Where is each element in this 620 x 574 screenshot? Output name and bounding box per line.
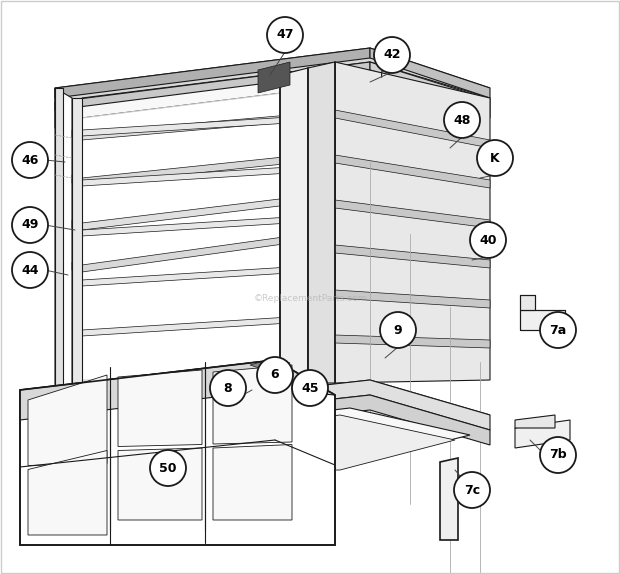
Polygon shape [55,380,490,450]
Polygon shape [213,365,292,444]
Polygon shape [515,420,570,448]
Polygon shape [55,380,490,430]
Polygon shape [250,358,290,370]
Text: 9: 9 [394,324,402,336]
Polygon shape [335,62,490,383]
Polygon shape [335,110,490,148]
Circle shape [12,207,48,243]
Circle shape [292,370,328,406]
Polygon shape [55,62,370,110]
Polygon shape [213,444,292,520]
Polygon shape [55,48,370,98]
Polygon shape [520,310,565,330]
Polygon shape [335,155,490,188]
Polygon shape [82,112,370,136]
Circle shape [454,472,490,508]
Polygon shape [55,395,490,445]
Text: 45: 45 [301,382,319,394]
Text: ©ReplacementParts.com: ©ReplacementParts.com [254,294,366,303]
Circle shape [444,102,480,138]
Polygon shape [72,225,370,272]
Polygon shape [335,245,490,268]
Polygon shape [82,62,490,118]
Polygon shape [20,360,335,420]
Text: 8: 8 [224,382,232,394]
Circle shape [477,140,513,176]
Polygon shape [335,290,490,308]
Polygon shape [82,212,370,236]
Polygon shape [82,262,370,286]
Circle shape [540,312,576,348]
Text: 6: 6 [271,369,280,382]
Polygon shape [55,88,72,415]
Polygon shape [55,88,63,415]
Text: 7a: 7a [549,324,567,336]
Polygon shape [258,62,290,93]
Polygon shape [82,82,370,380]
Circle shape [380,312,416,348]
Circle shape [267,17,303,53]
Text: 7b: 7b [549,448,567,461]
Polygon shape [370,62,485,106]
Text: 7c: 7c [464,483,480,497]
Polygon shape [335,335,490,348]
Polygon shape [520,295,535,310]
Circle shape [12,142,48,178]
Circle shape [540,437,576,473]
Polygon shape [20,360,335,545]
Text: 49: 49 [21,219,38,231]
Circle shape [150,450,186,486]
Text: K: K [490,152,500,165]
Text: 40: 40 [479,234,497,246]
Polygon shape [118,370,202,447]
Polygon shape [280,68,308,390]
Text: 47: 47 [277,29,294,41]
Circle shape [257,357,293,393]
Polygon shape [308,62,335,383]
Circle shape [12,252,48,288]
Polygon shape [515,415,555,428]
Polygon shape [72,188,370,230]
Polygon shape [55,48,490,128]
Text: 48: 48 [453,114,471,126]
Polygon shape [72,98,82,415]
Text: 42: 42 [383,48,401,61]
Text: 46: 46 [21,153,38,166]
Circle shape [470,222,506,258]
Polygon shape [72,108,370,140]
Circle shape [374,37,410,73]
Polygon shape [75,408,470,468]
Polygon shape [118,448,202,520]
Polygon shape [28,451,107,535]
Polygon shape [440,458,458,540]
Polygon shape [370,48,490,98]
Circle shape [210,370,246,406]
Polygon shape [82,162,370,186]
Polygon shape [72,148,370,185]
Polygon shape [28,375,107,466]
Polygon shape [335,200,490,228]
Polygon shape [82,312,370,336]
Text: 50: 50 [159,461,177,475]
Text: 44: 44 [21,263,38,277]
Polygon shape [90,415,455,472]
